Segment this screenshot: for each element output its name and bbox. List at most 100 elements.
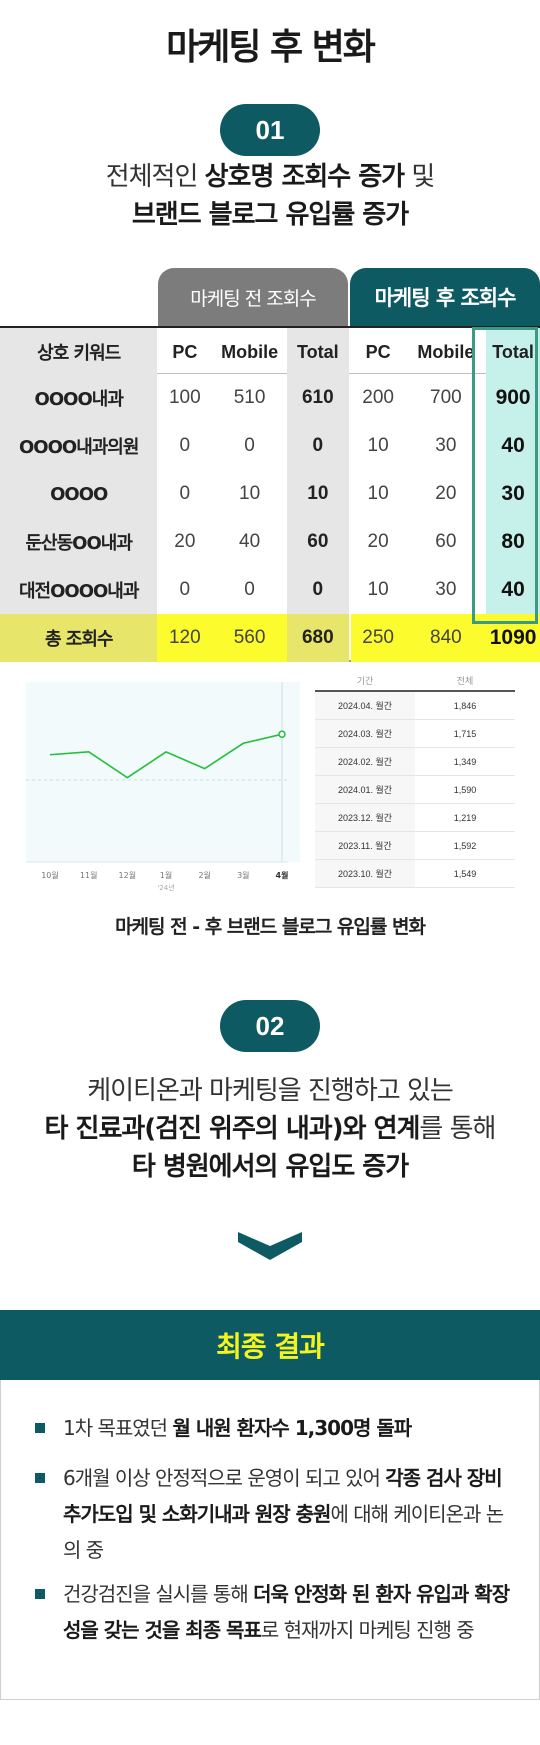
result-title: 최종 결과 xyxy=(0,1310,540,1380)
stats-value-cell: 1,592 xyxy=(453,840,477,851)
pc-after-cell: 10 xyxy=(367,579,389,600)
table-row: 대전OOOO내과 0 0 0 10 30 40 xyxy=(0,566,540,614)
pc-after-cell: 10 xyxy=(367,435,389,456)
total-before-cell: 610 xyxy=(286,374,349,422)
stats-value-cell: 1,590 xyxy=(453,784,477,795)
mobile-after-cell: 30 xyxy=(435,435,457,456)
total-before-cell: 0 xyxy=(286,566,349,614)
stats-period-cell: 2024.04. 월간 xyxy=(315,692,415,719)
section2-line2-bold2: 연계 xyxy=(373,1114,421,1144)
x-tick-label: 2월 xyxy=(198,870,210,880)
stats-value-cell: 1,219 xyxy=(453,812,477,823)
stats-period-cell: 2024.01. 월간 xyxy=(315,776,415,803)
pc-before-cell: 0 xyxy=(179,483,191,504)
section-number-badge: 01 xyxy=(220,104,320,156)
total-before-cell: 10 xyxy=(286,470,349,518)
column-header-total-before: Total xyxy=(286,328,349,376)
result-b3-post: 로 현재까지 마케팅 진행 중 xyxy=(260,1618,475,1642)
page-title: 마케팅 후 변화 xyxy=(166,27,376,68)
column-header-mobile-after: Mobile xyxy=(417,341,475,362)
mobile-before-cell: 0 xyxy=(244,579,255,600)
chart-point xyxy=(278,730,286,738)
stats-header-total: 전체 xyxy=(456,676,474,687)
table-row: OOOO내과 100 510 610 200 700 900 xyxy=(0,374,540,422)
stats-value-cell: 1,549 xyxy=(453,868,477,879)
section1-line1-pre: 전체적인 xyxy=(105,162,205,192)
x-tick-label: 11월 xyxy=(80,870,98,880)
mobile-before-cell: 0 xyxy=(244,435,255,456)
stats-value-cell: 1,349 xyxy=(453,756,477,767)
result-bullet-2: 6개월 이상 안정적으로 운영이 되고 있어 각종 검사 장비 추가도입 및 소… xyxy=(35,1460,515,1568)
pc-after-cell: 200 xyxy=(362,387,394,408)
table-row: 둔산동OO내과 20 40 60 20 60 80 xyxy=(0,518,540,566)
mobile-after-cell: 20 xyxy=(435,483,457,504)
column-header-mobile-before: Mobile xyxy=(221,341,279,362)
bullet-square-icon xyxy=(35,1423,45,1433)
pc-after-cell: 250 xyxy=(350,614,406,662)
section2-lead: 케이티온과 마케팅을 진행하고 있는 타 진료과(검진 위주의 내과)와 연계를… xyxy=(0,1072,540,1186)
x-tick-label: 4월 xyxy=(276,870,289,880)
result-bullet-1: 1차 목표였던 월 내원 환자수 1,300명 돌파 xyxy=(35,1410,515,1446)
section2-line3-bold: 타 병원에서의 유입도 증가 xyxy=(131,1152,409,1182)
table-row: OOOO 0 10 10 10 20 30 xyxy=(0,470,540,518)
table-row: OOOO내과의원 0 0 0 10 30 40 xyxy=(0,422,540,470)
x-year-label: '24년 xyxy=(157,883,174,892)
total-after-cell: 40 xyxy=(486,566,540,614)
keyword-cell: OOOO내과의원 xyxy=(0,422,158,470)
result-b2-bold: 각종 검사 장비 추가도입 및 소화기내과 원장 충원 xyxy=(63,1466,503,1526)
total-after-cell: 1090 xyxy=(486,614,540,662)
total-before-cell: 0 xyxy=(286,422,349,470)
mobile-before-cell: 510 xyxy=(233,387,266,408)
monthly-stats-table: 기간 전체 2024.04. 월간 1,846 2024.03. 월간 1,715 20… xyxy=(315,670,515,888)
pc-before-cell: 100 xyxy=(168,387,201,408)
table-total-row: 총 조회수 120 560 680 250 840 1090 xyxy=(0,614,540,662)
chart-series-line xyxy=(49,733,283,779)
pc-after-cell: 10 xyxy=(367,483,389,504)
result-bullet-3: 건강검진을 실시를 통해 더욱 안정화 된 환자 유입과 확장성을 갖는 것을 … xyxy=(35,1576,515,1648)
section1-line1-bold: 상호명 조회수 증가 xyxy=(204,162,405,192)
keyword-cell: OOOO xyxy=(0,470,158,518)
keyword-cell: 둔산동OO내과 xyxy=(0,518,158,566)
section1-line1-post: 및 xyxy=(404,162,435,192)
stats-value-cell: 1,846 xyxy=(453,700,477,711)
stats-row: 2024.04. 월간 1,846 xyxy=(315,692,515,720)
section2-line1: 케이티온과 마케팅을 진행하고 있는 xyxy=(87,1076,454,1106)
x-tick-label: 12월 xyxy=(119,870,137,880)
mobile-after-cell: 60 xyxy=(435,531,457,552)
stats-row: 2024.02. 월간 1,349 xyxy=(315,748,515,776)
column-header-keyword: 상호 키워드 xyxy=(0,328,158,376)
keyword-cell: OOOO내과 xyxy=(0,374,158,422)
pc-before-cell: 20 xyxy=(174,531,196,552)
mobile-before-cell: 40 xyxy=(239,531,261,552)
pc-before-cell: 0 xyxy=(179,579,191,600)
x-tick-label: 3월 xyxy=(237,870,249,880)
keyword-cell: 대전OOOO내과 xyxy=(0,566,158,614)
chart-caption: 마케팅 전 - 후 브랜드 블로그 유입률 변화 xyxy=(115,916,426,938)
mobile-after-cell: 700 xyxy=(430,387,462,408)
stats-row: 2024.03. 월간 1,715 xyxy=(315,720,515,748)
chevron-down-icon xyxy=(238,1232,302,1266)
pc-before-cell: 0 xyxy=(179,435,191,456)
mobile-after-cell: 30 xyxy=(435,579,457,600)
mobile-before-cell: 10 xyxy=(239,483,261,504)
header-before-marketing: 마케팅 전 조회수 xyxy=(158,268,348,326)
line-chart-svg: 10월 11월 12월 1월 2월 3월 4월 '24년 xyxy=(26,682,289,892)
total-before-cell: 680 xyxy=(286,614,349,662)
x-tick-label: 10월 xyxy=(41,870,59,880)
stats-period-cell: 2023.10. 월간 xyxy=(315,860,415,887)
total-after-cell: 80 xyxy=(486,518,540,566)
section1-lead: 전체적인 상호명 조회수 증가 및 브랜드 블로그 유입률 증가 xyxy=(0,158,540,234)
section2-line2-post: 를 통해 xyxy=(419,1114,496,1144)
header-after-marketing: 마케팅 후 조회수 xyxy=(350,268,540,326)
result-b1-bold: 월 내원 환자수 1,300명 돌파 xyxy=(172,1416,412,1440)
bullet-square-icon xyxy=(35,1473,45,1483)
stats-period-cell: 2024.02. 월간 xyxy=(315,748,415,775)
stats-row: 2024.01. 월간 1,590 xyxy=(315,776,515,804)
result-b2-pre: 6개월 이상 안정적으로 운영이 되고 있어 xyxy=(63,1466,386,1490)
section2-line2-bold1: 타 진료과(검진 위주의 내과) xyxy=(44,1114,344,1144)
pc-before-cell: 120 xyxy=(157,614,213,662)
section1-line2-bold: 브랜드 블로그 유입률 증가 xyxy=(131,200,409,230)
table-header-row: 상호 키워드 PC Mobile Total PC Mobile Total xyxy=(0,326,540,376)
blog-inflow-line-chart: 10월 11월 12월 1월 2월 3월 4월 '24년 xyxy=(26,672,302,894)
stats-value-cell: 1,715 xyxy=(453,728,477,739)
